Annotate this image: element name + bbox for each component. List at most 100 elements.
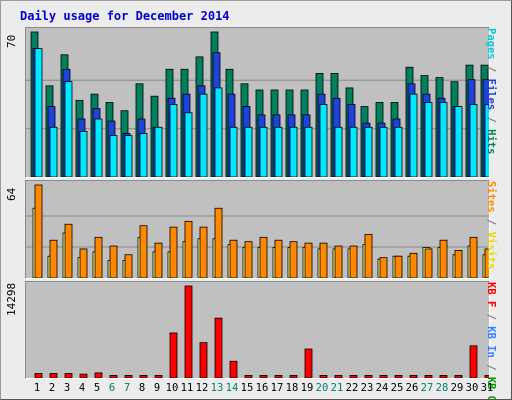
x-tick-day-19: 19 [300, 382, 314, 394]
visits-ymax-label-wrap: 64 [5, 181, 21, 221]
kbytes-panel [25, 281, 490, 379]
bar-pages-day-2 [49, 126, 58, 177]
x-tick-day-1: 1 [33, 382, 41, 394]
x-tick-day-7: 7 [123, 382, 131, 394]
bar-sites-day-2 [49, 239, 58, 278]
bar-kb-f-day-16 [259, 375, 268, 378]
x-tick-day-11: 11 [180, 382, 194, 394]
x-tick-day-3: 3 [63, 382, 71, 394]
legend-panel3-segment-2: KB In [485, 326, 497, 358]
x-tick-day-18: 18 [285, 382, 299, 394]
bar-kb-f-day-9 [154, 375, 163, 378]
bar-pages-day-5 [94, 118, 103, 177]
bar-kb-f-day-12 [199, 342, 208, 378]
legend-hits-files-pages: Pages / Files / Hits [485, 28, 511, 178]
x-tick-day-12: 12 [195, 382, 209, 394]
bar-sites-day-1 [34, 184, 43, 278]
bar-sites-day-6 [109, 245, 118, 278]
legend-panel3-segment-0: KB F [485, 282, 497, 308]
bar-sites-day-20 [319, 242, 328, 278]
bar-sites-day-13 [214, 207, 223, 278]
legend-panel2-segment-0: Sites [485, 181, 497, 213]
hits-ymax-label: 70 [5, 34, 18, 48]
bar-sites-day-17 [274, 239, 283, 278]
legend-panel1-segment-4: Hits [485, 129, 497, 155]
bar-pages-day-19 [304, 126, 313, 177]
x-tick-day-14: 14 [225, 382, 239, 394]
x-tick-day-13: 13 [210, 382, 224, 394]
bar-pages-day-7 [124, 135, 133, 177]
visits-sites-panel [25, 180, 490, 279]
x-tick-day-27: 27 [420, 382, 434, 394]
bar-pages-day-6 [109, 135, 118, 177]
bar-kb-f-day-23 [364, 375, 373, 378]
bar-sites-day-22 [349, 245, 358, 278]
bar-pages-day-3 [64, 81, 73, 177]
bar-pages-day-1 [34, 48, 43, 177]
bar-kb-f-day-13 [214, 317, 223, 378]
bar-sites-day-14 [229, 239, 238, 278]
kbytes-ymax-label-wrap: 14298 [5, 282, 21, 322]
x-tick-day-9: 9 [153, 382, 161, 394]
bar-pages-day-10 [169, 104, 178, 177]
visits-sites-plot [26, 184, 489, 278]
bar-sites-day-30 [469, 236, 478, 278]
bar-pages-day-18 [289, 126, 298, 177]
bar-pages-day-13 [214, 87, 223, 177]
x-tick-day-16: 16 [255, 382, 269, 394]
bar-pages-day-28 [439, 102, 448, 177]
bar-kb-f-day-26 [409, 375, 418, 378]
bar-pages-day-9 [154, 126, 163, 177]
bar-sites-day-29 [454, 249, 463, 278]
x-tick-day-23: 23 [360, 382, 374, 394]
bar-sites-day-24 [379, 257, 388, 278]
x-tick-day-22: 22 [345, 382, 359, 394]
bar-sites-day-26 [409, 252, 418, 278]
bar-sites-day-7 [124, 254, 133, 278]
bar-kb-f-day-5 [94, 372, 103, 378]
bar-pages-day-11 [184, 112, 193, 177]
bar-kb-f-day-8 [139, 375, 148, 378]
bar-pages-day-24 [379, 126, 388, 177]
bar-sites-day-9 [154, 242, 163, 278]
bar-pages-day-16 [259, 126, 268, 177]
bar-kb-f-day-1 [34, 373, 43, 378]
x-tick-day-25: 25 [390, 382, 404, 394]
x-tick-day-20: 20 [315, 382, 329, 394]
bar-kb-f-day-22 [349, 375, 358, 378]
bar-pages-day-21 [334, 126, 343, 177]
bar-pages-day-27 [424, 102, 433, 177]
bar-pages-day-29 [454, 106, 463, 177]
legend-panel3-segment-1: / [485, 307, 497, 327]
bar-pages-day-4 [79, 131, 88, 177]
x-tick-day-4: 4 [78, 382, 86, 394]
bar-pages-day-20 [319, 104, 328, 177]
legend-panel1-segment-0: Pages [485, 28, 497, 60]
bar-kb-f-day-28 [439, 375, 448, 378]
x-tick-day-31: 31 [480, 382, 494, 394]
bar-kb-f-day-21 [334, 375, 343, 378]
bar-kb-f-day-7 [124, 375, 133, 378]
bar-pages-day-31 [484, 104, 489, 177]
bar-kb-f-day-30 [469, 345, 478, 378]
bar-pages-day-30 [469, 104, 478, 177]
x-tick-day-8: 8 [138, 382, 146, 394]
legend-panel2-segment-1: / [485, 212, 497, 232]
legend-panel1-segment-1: / [485, 59, 497, 79]
x-tick-day-15: 15 [240, 382, 254, 394]
x-tick-day-6: 6 [108, 382, 116, 394]
bar-kb-f-day-3 [64, 373, 73, 378]
bar-kb-f-day-2 [49, 373, 58, 378]
bar-sites-day-27 [424, 248, 433, 278]
x-tick-day-30: 30 [465, 382, 479, 394]
bar-sites-day-28 [439, 239, 448, 278]
x-tick-day-24: 24 [375, 382, 389, 394]
bar-kb-f-day-25 [394, 375, 403, 378]
x-axis-day-labels: 1 2 3 4 5 6 7 8 9 10 11 12 13 14 15 16 17 18 19 20 21 22 23 24 2… [25, 382, 494, 396]
bar-sites-day-3 [64, 223, 73, 278]
bar-kb-f-day-29 [454, 375, 463, 378]
bar-sites-day-16 [259, 236, 268, 278]
bar-sites-day-21 [334, 245, 343, 278]
bar-kb-f-day-18 [289, 375, 298, 378]
